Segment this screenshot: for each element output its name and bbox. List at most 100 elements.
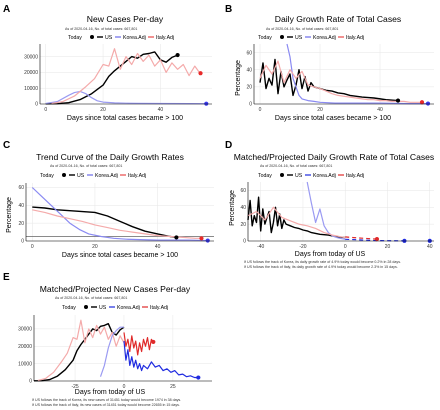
y-tick-label-d: 20 <box>240 222 246 228</box>
panel-label-e: E <box>3 272 10 283</box>
legend-today-label-b: Today <box>258 35 272 41</box>
x-tick-label-e: -25 <box>71 384 78 390</box>
x-tick-label-c: 40 <box>155 244 161 250</box>
x-tick-label-b: 20 <box>317 107 323 113</box>
legend-b: Today US Korea.Adj Italy.Adj <box>258 35 364 41</box>
legend-today-label-a: Today <box>68 35 82 41</box>
x-tick-label-e: 0 <box>123 384 126 390</box>
legend-today-dot-e <box>84 305 88 309</box>
panel-d: D Matched/Projected Daily Growth Rate of… <box>225 140 434 269</box>
legend-today-dot-b <box>280 35 284 39</box>
x-tick-label-d: 40 <box>427 244 433 250</box>
legend-today-label-c: Today <box>40 173 54 179</box>
chart-title-b: Daily Growth Rate of Total Cases <box>275 14 401 24</box>
y-tick-label-e: 10000 <box>18 361 32 367</box>
x-tick-label-b: 40 <box>377 107 383 113</box>
legend-today-label-d: Today <box>258 173 272 179</box>
y-tick-label-a: 10000 <box>24 86 38 92</box>
series-line-a-italy-adj <box>51 48 201 105</box>
legend-korea-label-d: Korea.Adj <box>313 173 336 179</box>
legend-korea-label-b: Korea.Adj <box>313 35 336 41</box>
today-point-a-us <box>175 52 180 58</box>
chart-subtitle-e: As of 2020-04-16, No. of total cases: 66… <box>55 296 127 300</box>
x-tick-label-d: -20 <box>299 244 306 250</box>
legend-us-label-e: US <box>99 305 107 311</box>
chart-subtitle-a: As of 2020-04-16, No. of total cases: 66… <box>65 27 137 31</box>
y-axis-label-b: Percentage <box>235 60 242 96</box>
series-line-d-us <box>247 196 346 239</box>
legend-today-dot-a <box>90 35 94 39</box>
legend-c: Today US Korea.Adj Italy.Adj <box>40 173 146 179</box>
legend-italy-label-c: Italy.Adj <box>128 173 146 179</box>
chart-title-a: New Cases Per-day <box>87 14 164 24</box>
today-point-c-italy-adj <box>199 236 204 241</box>
panel-label-d: D <box>225 140 232 151</box>
y-tick-label-b: 60 <box>246 50 252 56</box>
y-tick-label-c: 60 <box>18 185 24 191</box>
y-tick-label-d: 60 <box>240 188 246 194</box>
x-axis-label-b: Days since total cases became > 100 <box>275 115 391 122</box>
y-tick-label-c: 40 <box>18 203 24 209</box>
series-line-b-us <box>259 58 399 102</box>
y-tick-label-e: 20000 <box>18 344 32 350</box>
panel-label-a: A <box>3 4 10 15</box>
today-point-c-korea-adj <box>205 238 210 243</box>
chart-title-d: Matched/Projected Daily Growth Rate of T… <box>234 152 434 162</box>
legend-italy-label-b: Italy.Adj <box>346 35 364 41</box>
legend-us-label-b: US <box>295 35 303 41</box>
chart-subtitle-b: As of 2020-04-16, No. of total cases: 66… <box>266 27 338 31</box>
x-tick-label-a: 0 <box>44 107 47 113</box>
x-tick-label-a: 40 <box>158 107 164 113</box>
chart-title-e: Matched/Projected New Cases Per-day <box>40 284 191 294</box>
series-line-e-italy-adj-projected <box>123 332 154 356</box>
y-tick-label-a: 0 <box>35 102 38 108</box>
series-line-e-korea-adj <box>99 326 124 377</box>
x-tick-label-d: -40 <box>257 244 264 250</box>
today-point-d-italy-adj <box>374 236 380 242</box>
series-line-e-korea-adj-projected <box>123 341 199 379</box>
plot-background-d <box>248 182 434 241</box>
series-line-d-italy-adj <box>247 206 346 239</box>
legend-us-label-c: US <box>77 173 85 179</box>
legend-us-label-d: US <box>295 173 303 179</box>
legend-korea-label-c: Korea.Adj <box>95 173 118 179</box>
series-line-c-italy-adj <box>32 209 202 239</box>
y-tick-label-d: 0 <box>243 239 246 245</box>
today-point-b-italy-adj <box>419 100 425 105</box>
plot-area-b: 0 20 40 60 0 20 40 <box>246 43 434 113</box>
y-tick-label-a: 30000 <box>24 54 38 60</box>
series-line-b-italy-adj <box>259 60 422 103</box>
note-e-korea: If US follows the track of Korea, its ne… <box>32 398 181 402</box>
y-tick-label-c: 20 <box>18 221 24 227</box>
note-d-italy: If US follows the track of Italy, its da… <box>244 265 398 269</box>
y-tick-label-b: 40 <box>246 67 252 73</box>
legend-korea-label-e: Korea.Adj <box>117 305 140 311</box>
today-point-a-korea-adj <box>204 101 209 106</box>
panel-label-c: C <box>3 140 10 151</box>
legend-italy-label-a: Italy.Adj <box>156 35 174 41</box>
y-tick-label-d: 40 <box>240 205 246 211</box>
note-e-italy: If US follows the track of Italy, its ne… <box>32 403 180 407</box>
today-point-c-us <box>174 235 179 240</box>
x-tick-label-c: 20 <box>92 244 98 250</box>
note-d-korea: If US follows the track of Korea, its da… <box>244 260 401 264</box>
x-axis-label-e: Days from today of US <box>75 389 146 396</box>
panel-b: B Daily Growth Rate of Total Cases As of… <box>225 4 434 122</box>
series-line-c-korea-adj <box>31 187 208 242</box>
panel-c: C Trend Curve of the Daily Growth Rates … <box>3 140 214 259</box>
y-tick-label-b: 0 <box>249 102 252 108</box>
series-line-e-italy-adj <box>37 319 125 382</box>
chart-title-c: Trend Curve of the Daily Growth Rates <box>36 152 184 162</box>
legend-italy-label-d: Italy.Adj <box>346 173 364 179</box>
x-tick-label-b: 0 <box>259 107 262 113</box>
x-tick-label-d: 20 <box>385 244 391 250</box>
legend-korea-label-a: Korea.Adj <box>123 35 146 41</box>
plot-area-c: 0 20 40 60 0 20 40 <box>18 183 214 250</box>
panel-a: A New Cases Per-day As of 2020-04-16, No… <box>3 4 212 122</box>
series-line-a-korea-adj <box>45 90 207 105</box>
plot-background-e <box>34 315 212 381</box>
chart-subtitle-d: As of 2020-04-16, No. of total cases: 66… <box>260 164 332 168</box>
x-tick-label-d: 0 <box>344 244 347 250</box>
legend-italy-label-e: Italy.Adj <box>150 305 168 311</box>
legend-today-dot-c <box>62 173 66 177</box>
